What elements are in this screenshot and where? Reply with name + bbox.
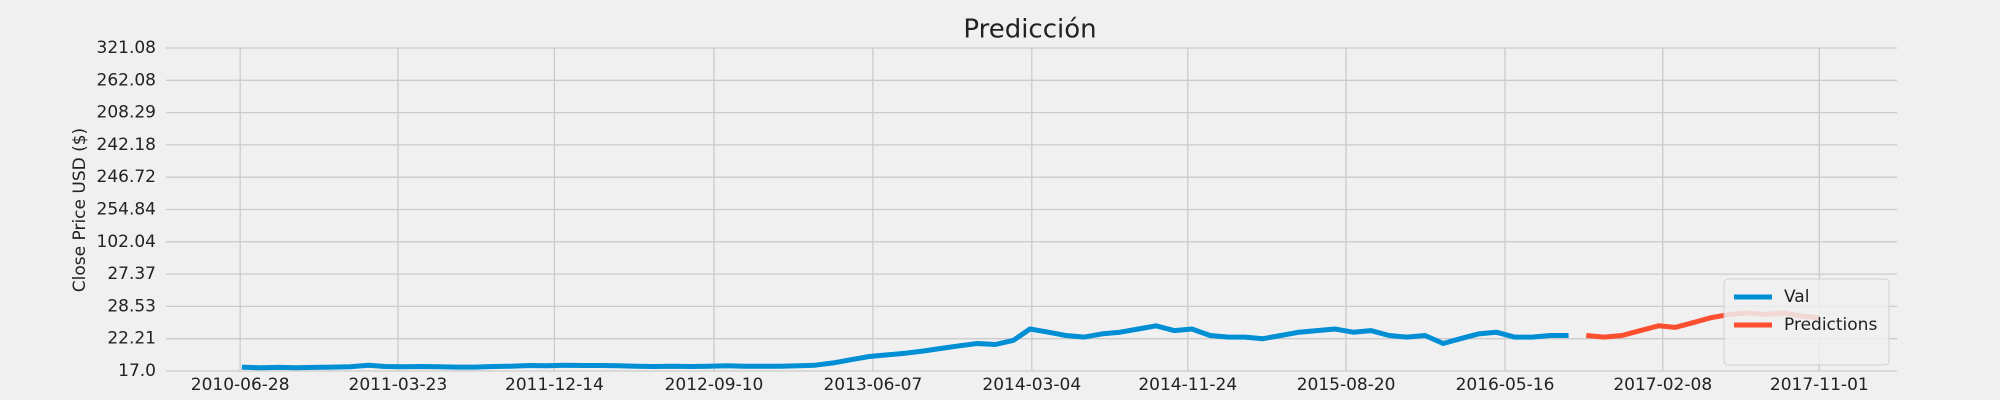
y-tick-label: 262.08	[97, 70, 156, 90]
x-tick-label: 2016-05-16	[1456, 375, 1555, 395]
y-tick-label: 22.21	[107, 329, 156, 349]
legend-box	[1723, 278, 1890, 366]
legend: Val Predictions	[1723, 278, 1890, 366]
x-tick-label: 2014-11-24	[1138, 375, 1237, 395]
x-tick-label: 2013-06-07	[823, 375, 922, 395]
y-tick-label: 242.18	[97, 135, 156, 155]
y-tick-label: 321.08	[97, 38, 156, 58]
x-tick-label: 2017-11-01	[1770, 375, 1869, 395]
x-tick-label: 2014-03-04	[982, 375, 1081, 395]
x-tick-label: 2011-12-14	[505, 375, 604, 395]
y-tick-label: 27.37	[107, 264, 156, 284]
y-tick-label: 17.0	[118, 361, 156, 381]
y-tick-label: 246.72	[97, 167, 156, 187]
x-tick-label: 2010-06-28	[191, 375, 290, 395]
y-tick-label: 208.29	[97, 103, 156, 123]
series-line	[241, 323, 1569, 371]
y-tick-label: 254.84	[97, 200, 156, 220]
x-tick-label: 2017-02-08	[1613, 375, 1712, 395]
y-tick-label: 102.04	[97, 232, 156, 252]
legend-label: Predictions	[1784, 315, 1877, 335]
x-tick-label: 2015-08-20	[1297, 375, 1396, 395]
legend-label: Val	[1784, 287, 1809, 307]
x-tick-label: 2012-09-10	[665, 375, 764, 395]
y-tick-label: 28.53	[107, 296, 156, 316]
x-tick-label: 2011-03-23	[349, 375, 448, 395]
chart-title: Predicción	[963, 15, 1096, 45]
y-axis-label: Close Price USD ($)	[70, 128, 90, 292]
